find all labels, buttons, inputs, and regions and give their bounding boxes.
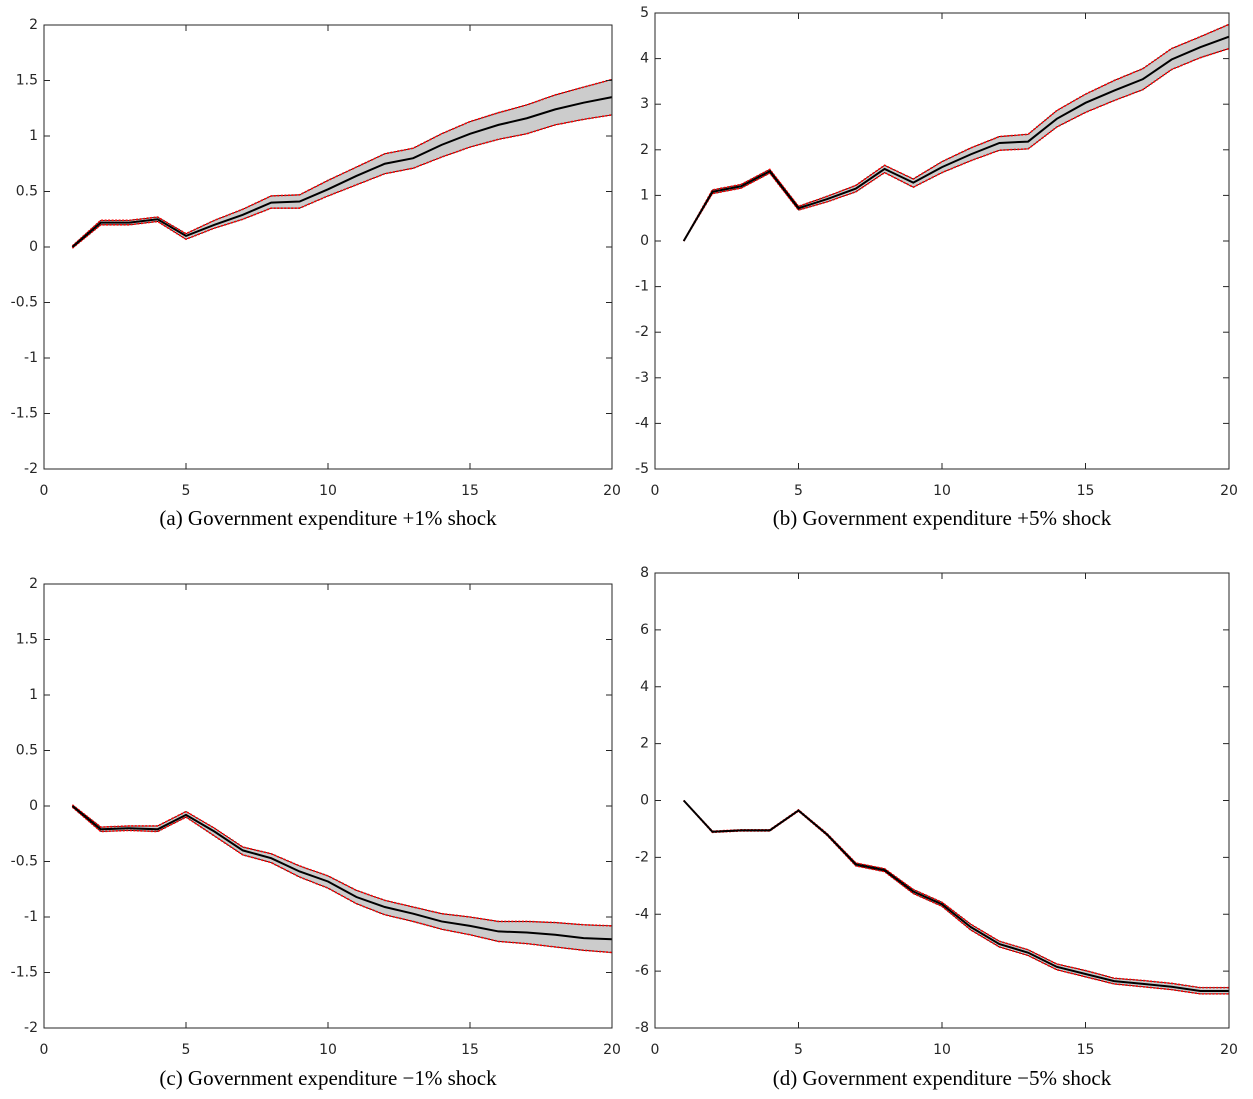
y-tick-label: -3 xyxy=(635,370,649,386)
band-edge xyxy=(71,804,613,927)
mean-line xyxy=(71,96,613,248)
mean-line xyxy=(682,35,1230,242)
x-tick-label: 0 xyxy=(40,483,49,499)
y-tick-label: -6 xyxy=(635,963,649,979)
y-tick-label: -8 xyxy=(635,1020,649,1036)
x-tick-label: 10 xyxy=(933,1042,951,1058)
band-edge xyxy=(71,114,613,249)
y-tick-label: 1 xyxy=(29,128,38,144)
caption: (b) Government expenditure +5% shock xyxy=(773,506,1112,530)
y-tick-label: 0 xyxy=(29,798,38,814)
y-tick-label: 8 xyxy=(640,565,649,581)
plot-area xyxy=(44,584,612,1028)
x-tick-label: 20 xyxy=(603,483,621,499)
y-tick-label: 4 xyxy=(640,51,649,67)
x-tick-label: 20 xyxy=(1220,1042,1238,1058)
y-tick-label: 0 xyxy=(640,793,649,809)
x-tick-label: 10 xyxy=(319,1042,337,1058)
y-tick-label: 5 xyxy=(640,5,649,21)
y-tick-label: 2 xyxy=(29,576,38,592)
x-tick-label: 20 xyxy=(1220,483,1238,499)
y-tick-label: 2 xyxy=(640,736,649,752)
plot-area xyxy=(655,573,1229,1028)
y-tick-label: 2 xyxy=(29,17,38,33)
caption: (a) Government expenditure +1% shock xyxy=(159,506,497,530)
x-tick-label: 5 xyxy=(794,1042,803,1058)
band-edge xyxy=(71,806,613,954)
x-tick-label: 15 xyxy=(1077,483,1095,499)
y-tick-label: -4 xyxy=(635,906,649,922)
x-tick-label: 0 xyxy=(651,483,660,499)
y-tick-label: -2 xyxy=(635,324,649,340)
y-tick-label: -4 xyxy=(635,415,649,431)
band-edge xyxy=(71,78,613,247)
mean-line xyxy=(71,805,613,941)
y-tick-label: 3 xyxy=(640,96,649,112)
y-tick-label: -2 xyxy=(635,849,649,865)
x-tick-label: 10 xyxy=(319,483,337,499)
y-tick-label: 1 xyxy=(29,687,38,703)
x-tick-label: 20 xyxy=(603,1042,621,1058)
mean-line xyxy=(682,799,1229,993)
x-tick-label: 15 xyxy=(1077,1042,1095,1058)
x-tick-label: 5 xyxy=(182,1042,191,1058)
y-tick-label: -1 xyxy=(24,350,38,366)
x-tick-label: 0 xyxy=(651,1042,660,1058)
y-tick-label: 4 xyxy=(640,679,649,695)
y-tick-label: -0.5 xyxy=(11,854,38,870)
x-tick-label: 0 xyxy=(40,1042,49,1058)
y-tick-label: -1 xyxy=(635,279,649,295)
y-tick-label: 0 xyxy=(29,239,38,255)
x-tick-label: 10 xyxy=(933,483,951,499)
y-tick-label: 1.5 xyxy=(16,632,38,648)
band-edge xyxy=(683,23,1230,242)
y-tick-label: -2 xyxy=(24,1020,38,1036)
y-tick-label: -1.5 xyxy=(11,965,38,981)
x-tick-label: 15 xyxy=(461,1042,479,1058)
y-tick-label: 0 xyxy=(640,233,649,249)
x-tick-label: 5 xyxy=(794,483,803,499)
caption: (c) Government expenditure −1% shock xyxy=(159,1066,497,1090)
y-tick-label: -2 xyxy=(24,461,38,477)
y-tick-label: -1 xyxy=(24,909,38,925)
y-tick-label: 6 xyxy=(640,622,649,638)
y-tick-label: -5 xyxy=(635,461,649,477)
y-tick-label: 2 xyxy=(640,142,649,158)
y-tick-label: 1 xyxy=(640,187,649,203)
y-tick-label: 0.5 xyxy=(16,184,38,200)
y-tick-label: 0.5 xyxy=(16,743,38,759)
y-tick-label: 1.5 xyxy=(16,73,38,89)
caption: (d) Government expenditure −5% shock xyxy=(773,1066,1112,1090)
band-edge xyxy=(683,48,1230,242)
y-tick-label: -0.5 xyxy=(11,295,38,311)
plot-area xyxy=(44,25,612,469)
y-tick-label: -1.5 xyxy=(11,406,38,422)
x-tick-label: 15 xyxy=(461,483,479,499)
x-tick-label: 5 xyxy=(182,483,191,499)
